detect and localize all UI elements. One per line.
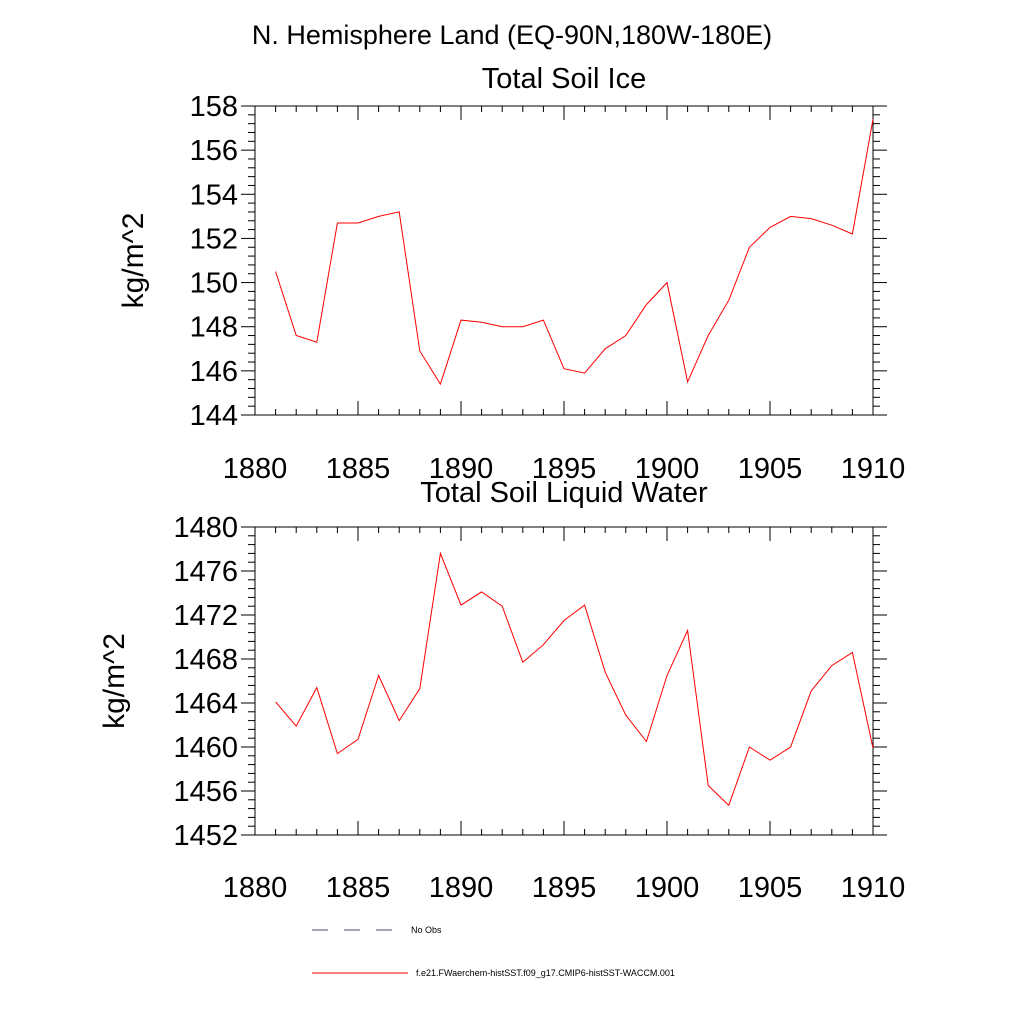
x-tick-label: 1880 bbox=[223, 453, 288, 485]
x-tick-label: 1900 bbox=[635, 872, 700, 904]
y-tick-label: 1468 bbox=[173, 644, 238, 676]
x-tick-label: 1895 bbox=[532, 453, 597, 485]
x-tick-label: 1910 bbox=[841, 872, 906, 904]
plot-frame bbox=[254, 526, 874, 836]
x-tick-label: 1890 bbox=[429, 872, 494, 904]
x-tick-label: 1885 bbox=[326, 453, 391, 485]
x-tick-label: 1910 bbox=[841, 453, 906, 485]
series-line bbox=[275, 551, 874, 807]
panel-total-soil-liquid-water: Total Soil Liquid Water 1880 1885 1890 1895… bbox=[98, 477, 905, 904]
y-axis-label: kg/m^2 bbox=[117, 213, 150, 309]
series-line bbox=[275, 119, 874, 386]
y-tick-label: 1476 bbox=[173, 556, 238, 588]
x-tick-label: 1895 bbox=[532, 872, 597, 904]
x-tick-label: 1890 bbox=[429, 453, 494, 485]
y-tick-label: 150 bbox=[190, 268, 238, 300]
y-tick-label: 144 bbox=[190, 400, 238, 432]
y-tick-label: 1456 bbox=[173, 776, 238, 808]
x-tick-label: 1900 bbox=[635, 453, 700, 485]
y-tick-label: 154 bbox=[190, 179, 238, 211]
panel-title-soil-liquid-water: Total Soil Liquid Water bbox=[420, 477, 708, 509]
legend: No Obs f.e21.FWaerchem-histSST.f09_g17.C… bbox=[312, 925, 675, 978]
y-tick-label: 156 bbox=[190, 135, 238, 167]
y-axis-label: kg/m^2 bbox=[98, 633, 131, 729]
legend-label-no-obs: No Obs bbox=[411, 925, 442, 935]
x-tick-label: 1905 bbox=[738, 453, 803, 485]
y-tick-label: 1472 bbox=[173, 600, 238, 632]
x-tick-label: 1905 bbox=[738, 872, 803, 904]
y-tick-label: 148 bbox=[190, 312, 238, 344]
y-tick-label: 158 bbox=[190, 91, 238, 123]
y-tick-label: 1480 bbox=[173, 512, 238, 544]
x-tick-label: 1885 bbox=[326, 872, 391, 904]
y-tick-label: 152 bbox=[190, 223, 238, 255]
y-tick-label: 146 bbox=[190, 356, 238, 388]
legend-label-model: f.e21.FWaerchem-histSST.f09_g17.CMIP6-hi… bbox=[416, 968, 675, 978]
page-title: N. Hemisphere Land (EQ-90N,180W-180E) bbox=[252, 20, 772, 50]
x-tick-label: 1880 bbox=[223, 872, 288, 904]
panel-title-soil-ice: Total Soil Ice bbox=[482, 63, 646, 95]
y-tick-label: 1464 bbox=[173, 688, 238, 720]
y-tick-label: 1460 bbox=[173, 732, 238, 764]
panel-total-soil-ice: Total Soil Ice 1880 1885 1890 1895 1900 1905 1… bbox=[117, 63, 905, 485]
y-tick-label: 1452 bbox=[173, 820, 238, 852]
